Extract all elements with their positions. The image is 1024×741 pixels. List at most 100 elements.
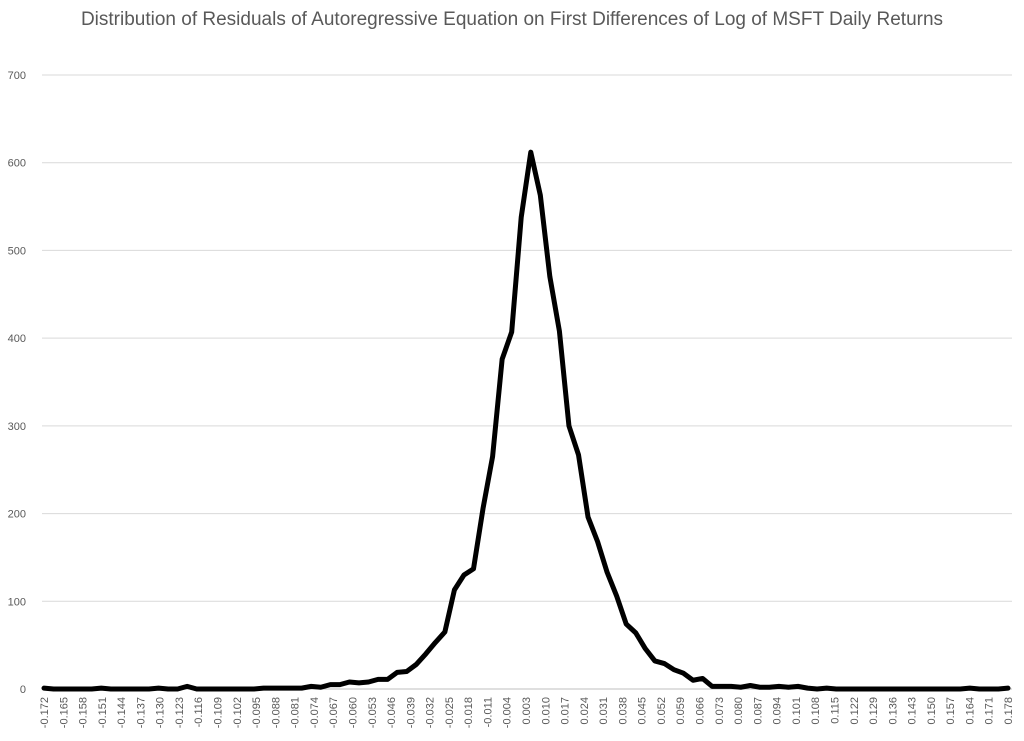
- data-point: [825, 686, 829, 690]
- data-point: [853, 687, 857, 691]
- data-point: [462, 573, 466, 577]
- x-tick-label: 0.178: [1003, 697, 1015, 725]
- x-tick-label: 0.080: [733, 697, 745, 725]
- data-point: [872, 687, 876, 691]
- series-line: [41, 149, 1011, 692]
- data-point: [739, 685, 743, 689]
- data-point: [529, 150, 533, 154]
- data-point: [653, 659, 657, 663]
- data-point: [786, 685, 790, 689]
- x-tick-label: 0.052: [656, 697, 668, 725]
- x-tick-label: 0.010: [540, 697, 552, 725]
- x-tick-label: -0.158: [78, 697, 90, 728]
- data-point: [195, 687, 199, 691]
- x-tick-label: -0.011: [482, 697, 494, 727]
- x-tick-label: 0.038: [617, 697, 629, 725]
- data-point: [615, 594, 619, 598]
- data-point: [357, 681, 361, 685]
- data-point: [958, 687, 962, 691]
- data-point: [586, 515, 590, 519]
- y-tick-label: 0: [20, 684, 26, 696]
- x-tick-label: -0.165: [58, 697, 70, 728]
- data-point: [815, 687, 819, 691]
- y-tick-label: 700: [8, 70, 26, 82]
- data-point: [252, 687, 256, 691]
- x-tick-label: 0.031: [598, 697, 610, 725]
- x-tick-label: 0.066: [695, 697, 707, 725]
- data-point: [491, 455, 495, 459]
- x-tick-label: -0.018: [463, 697, 475, 728]
- x-tick-label: -0.172: [39, 697, 51, 728]
- data-point: [729, 684, 733, 688]
- data-point: [367, 680, 371, 684]
- x-tick-label: -0.032: [425, 697, 437, 728]
- x-tick-label: 0.164: [964, 697, 976, 725]
- x-tick-label: -0.130: [155, 697, 167, 728]
- data-point: [710, 684, 714, 688]
- data-point: [834, 687, 838, 691]
- data-point: [634, 631, 638, 635]
- data-point: [443, 630, 447, 634]
- x-tick-label: 0.108: [810, 697, 822, 725]
- data-point: [701, 676, 705, 680]
- data-point: [472, 567, 475, 571]
- x-tick-label: -0.109: [213, 697, 225, 728]
- x-tick-label: -0.081: [290, 697, 302, 728]
- y-tick-label: 300: [8, 421, 26, 433]
- data-point: [949, 687, 953, 691]
- data-point: [481, 506, 485, 510]
- data-point: [777, 684, 781, 688]
- data-point: [920, 687, 924, 691]
- data-point: [42, 686, 46, 690]
- data-point: [223, 687, 227, 691]
- data-point: [538, 193, 542, 197]
- data-point: [987, 687, 991, 691]
- gridlines: [42, 74, 1012, 602]
- data-point: [80, 687, 84, 691]
- data-point: [901, 687, 905, 691]
- x-tick-label: -0.123: [174, 697, 186, 728]
- data-point: [500, 357, 504, 361]
- data-point: [61, 687, 65, 691]
- data-point: [996, 687, 1000, 691]
- x-tick-label: -0.039: [405, 697, 417, 728]
- x-tick-label: 0.073: [714, 697, 726, 725]
- data-point: [166, 687, 170, 691]
- y-axis-tick-labels: 0 100 200 300 400 500 600 700: [8, 70, 26, 696]
- data-point: [519, 215, 523, 219]
- data-point: [643, 647, 647, 651]
- data-point: [328, 683, 332, 687]
- data-point: [968, 686, 972, 690]
- data-point: [605, 570, 609, 574]
- x-tick-label: 0.017: [560, 697, 572, 725]
- x-tick-label: -0.116: [193, 697, 205, 727]
- x-tick-label: 0.136: [887, 697, 899, 725]
- y-tick-label: 200: [8, 509, 26, 521]
- data-point: [452, 588, 456, 592]
- data-point: [71, 687, 75, 691]
- x-tick-label: 0.150: [926, 697, 938, 725]
- data-point: [52, 687, 56, 691]
- x-tick-label: -0.060: [347, 697, 359, 728]
- x-tick-label: -0.004: [502, 697, 514, 728]
- data-point: [939, 687, 943, 691]
- data-point: [338, 683, 342, 687]
- data-point: [281, 686, 285, 690]
- data-point: [557, 329, 561, 333]
- chart-title: Distribution of Residuals of Autoregress…: [80, 9, 944, 30]
- data-point: [548, 275, 552, 279]
- data-point: [414, 662, 418, 666]
- x-axis-tick-labels: -0.172 -0.165 -0.158 -0.151 -0.144 -0.137 -0.1…: [39, 697, 1015, 728]
- data-point: [510, 330, 514, 334]
- x-tick-label: -0.137: [135, 697, 147, 728]
- data-point: [157, 686, 161, 690]
- y-tick-label: 500: [8, 245, 26, 257]
- x-tick-label: -0.088: [270, 697, 282, 728]
- x-tick-label: -0.074: [309, 697, 321, 728]
- data-point: [271, 686, 275, 690]
- x-tick-label: -0.053: [367, 697, 379, 728]
- data-point: [1006, 686, 1010, 690]
- x-tick-label: 0.087: [752, 697, 764, 725]
- data-point: [681, 671, 685, 675]
- data-point: [109, 687, 113, 691]
